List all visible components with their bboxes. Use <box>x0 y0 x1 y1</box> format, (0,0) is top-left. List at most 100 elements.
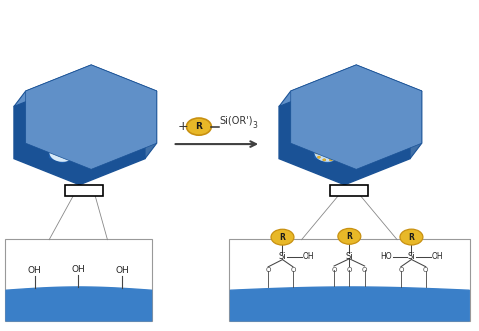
Polygon shape <box>279 80 410 185</box>
FancyBboxPatch shape <box>331 185 368 196</box>
Polygon shape <box>331 121 358 143</box>
Polygon shape <box>297 121 324 143</box>
Circle shape <box>352 107 354 109</box>
Polygon shape <box>342 91 354 118</box>
Circle shape <box>371 152 374 154</box>
Circle shape <box>186 118 211 135</box>
Circle shape <box>87 106 100 115</box>
Polygon shape <box>314 142 341 164</box>
Polygon shape <box>94 112 105 138</box>
Polygon shape <box>347 85 388 107</box>
Circle shape <box>368 136 372 138</box>
Circle shape <box>338 228 361 244</box>
Circle shape <box>349 144 375 162</box>
Polygon shape <box>410 91 422 159</box>
Circle shape <box>318 107 320 109</box>
Circle shape <box>340 138 343 141</box>
Circle shape <box>315 144 341 162</box>
Polygon shape <box>77 132 89 159</box>
Text: 3: 3 <box>253 121 258 130</box>
Circle shape <box>306 124 309 127</box>
Circle shape <box>329 159 332 161</box>
Polygon shape <box>393 112 405 138</box>
Circle shape <box>318 148 320 150</box>
Circle shape <box>365 123 392 141</box>
Circle shape <box>323 145 326 147</box>
Circle shape <box>346 138 350 141</box>
Circle shape <box>49 144 76 162</box>
Polygon shape <box>14 80 145 185</box>
Text: O: O <box>362 267 367 273</box>
Circle shape <box>104 126 117 135</box>
Text: HO: HO <box>381 252 392 261</box>
Circle shape <box>33 123 58 141</box>
Circle shape <box>318 136 321 138</box>
Polygon shape <box>111 91 123 118</box>
Circle shape <box>323 118 326 120</box>
Text: Si: Si <box>345 252 353 260</box>
Circle shape <box>369 116 372 118</box>
Circle shape <box>337 152 340 154</box>
Circle shape <box>70 126 83 135</box>
Circle shape <box>312 124 315 127</box>
Text: O: O <box>423 267 428 273</box>
Circle shape <box>67 123 92 141</box>
Circle shape <box>334 127 338 129</box>
Circle shape <box>300 136 304 138</box>
Text: O: O <box>331 267 337 273</box>
Circle shape <box>357 159 360 161</box>
Text: Si: Si <box>408 252 415 261</box>
Circle shape <box>318 127 321 129</box>
Polygon shape <box>128 112 139 138</box>
Circle shape <box>352 146 365 155</box>
Circle shape <box>340 124 343 127</box>
Circle shape <box>83 144 110 162</box>
Circle shape <box>329 118 332 120</box>
Circle shape <box>319 131 323 134</box>
Polygon shape <box>314 101 341 123</box>
Circle shape <box>315 152 319 154</box>
FancyBboxPatch shape <box>4 239 152 321</box>
Text: Si(OR'): Si(OR') <box>219 115 253 125</box>
Circle shape <box>363 159 366 161</box>
Text: O: O <box>265 267 271 273</box>
Circle shape <box>301 126 314 135</box>
Polygon shape <box>31 106 71 127</box>
Circle shape <box>53 146 66 155</box>
Polygon shape <box>365 121 392 143</box>
Circle shape <box>352 136 355 138</box>
Text: R: R <box>195 122 202 131</box>
Circle shape <box>329 145 332 147</box>
Polygon shape <box>359 112 371 138</box>
Circle shape <box>323 159 326 161</box>
Circle shape <box>368 127 372 129</box>
Text: R: R <box>409 233 414 242</box>
Circle shape <box>335 126 348 135</box>
Polygon shape <box>100 121 127 143</box>
Circle shape <box>83 103 110 121</box>
Circle shape <box>349 103 375 121</box>
Circle shape <box>352 127 355 129</box>
Circle shape <box>87 146 100 155</box>
Circle shape <box>297 123 323 141</box>
Text: R: R <box>346 232 352 241</box>
Polygon shape <box>291 65 422 169</box>
Text: O: O <box>347 267 352 273</box>
Polygon shape <box>313 85 354 107</box>
Polygon shape <box>347 126 388 147</box>
Polygon shape <box>60 112 71 138</box>
Circle shape <box>386 127 389 129</box>
Circle shape <box>315 103 341 121</box>
Circle shape <box>271 229 294 245</box>
Circle shape <box>357 145 360 147</box>
Circle shape <box>318 116 320 118</box>
Circle shape <box>312 138 315 141</box>
Text: Si: Si <box>279 253 286 261</box>
Circle shape <box>331 123 357 141</box>
Circle shape <box>369 107 372 109</box>
Circle shape <box>369 156 372 158</box>
Circle shape <box>352 156 354 158</box>
Circle shape <box>349 111 353 113</box>
Circle shape <box>334 116 338 118</box>
Circle shape <box>306 138 309 141</box>
